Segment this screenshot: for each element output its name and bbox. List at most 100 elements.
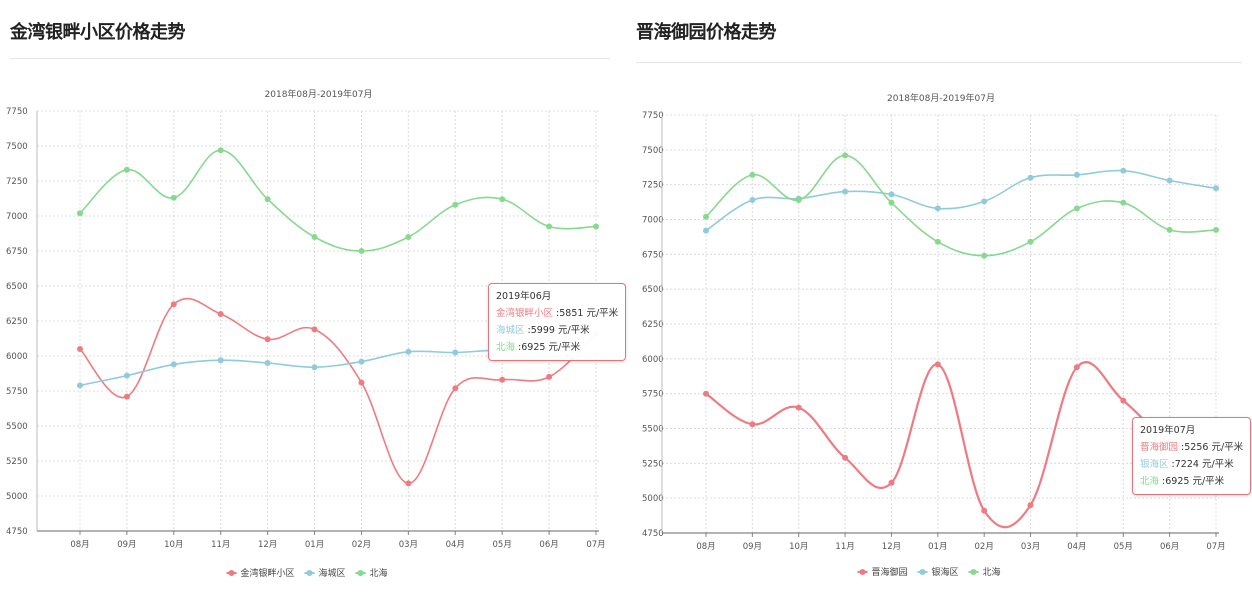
legend-marker	[306, 570, 313, 576]
x-tick-label: 05月	[1114, 542, 1133, 552]
tooltip-series-name: 银海区	[1140, 459, 1169, 470]
y-tick-label: 6250	[642, 320, 664, 330]
chart-tooltip: 2019年07月 晋海御园 :5256 元/平米 银海区 :7224 元/平米 …	[1132, 417, 1252, 495]
legend-item[interactable]: 金湾银畔小区	[226, 567, 295, 579]
data-point	[888, 199, 895, 206]
data-point	[1213, 185, 1219, 192]
panel-title: 晋海御园价格走势	[636, 22, 777, 43]
tooltip-value: 6925	[521, 342, 546, 353]
x-tick-label: 11月	[835, 542, 854, 552]
y-tick-label: 6250	[6, 317, 28, 327]
data-point	[703, 213, 709, 220]
chart-subtitle: 2018年08月-2019年07月	[887, 92, 995, 104]
data-point	[1166, 226, 1173, 233]
x-tick-label: 05月	[493, 540, 512, 550]
y-tick-label: 7000	[6, 212, 28, 222]
title-divider	[10, 58, 610, 59]
x-tick-label: 04月	[1067, 542, 1086, 552]
data-point	[842, 152, 849, 159]
x-tick-label: 10月	[789, 542, 808, 552]
y-tick-label: 7750	[642, 111, 664, 121]
y-tick-label: 5750	[642, 390, 664, 400]
data-point	[170, 194, 177, 201]
chart-subtitle: 2018年08月-2019年07月	[265, 88, 373, 100]
x-tick-label: 01月	[928, 542, 947, 552]
y-tick-label: 7500	[642, 146, 664, 156]
data-point	[452, 385, 459, 392]
data-point	[749, 171, 756, 178]
data-point	[217, 147, 224, 154]
tooltip-unit: 元/平米	[548, 342, 581, 353]
data-point	[842, 454, 849, 461]
price-trend-panel-right: 晋海御园价格走势 2018年08月-2019年07月 4750 5000 5250 55…	[626, 0, 1252, 596]
legend-item[interactable]: 晋海御园	[857, 566, 908, 578]
data-point	[405, 480, 412, 487]
data-point	[1120, 199, 1127, 206]
data-point	[1120, 167, 1127, 174]
x-tick-label: 12月	[882, 542, 901, 552]
data-point	[842, 188, 849, 195]
tooltip-series-name: 金湾银畔小区	[496, 308, 554, 319]
data-point	[795, 197, 802, 203]
data-point	[264, 360, 271, 366]
data-point	[888, 191, 895, 198]
data-point	[499, 196, 506, 203]
legend-marker	[228, 570, 235, 576]
x-tick-label: 07月	[1206, 542, 1225, 552]
legend-item[interactable]: 海城区	[304, 567, 346, 579]
tooltip-row: 晋海御园 :5256 元/平米	[1140, 442, 1244, 453]
y-tick-label: 4750	[6, 527, 28, 537]
x-tick-label: 06月	[539, 540, 558, 550]
data-point	[358, 358, 365, 365]
tooltip-series-name: 晋海御园	[1140, 442, 1179, 453]
x-tick-label: 02月	[975, 542, 994, 552]
tooltip-value: 5851	[559, 308, 584, 319]
data-point	[1027, 502, 1034, 509]
y-tick-label: 5000	[642, 494, 664, 504]
y-tick-label: 6750	[642, 250, 664, 260]
data-point	[452, 349, 459, 356]
y-tick-label: 5250	[642, 459, 664, 469]
data-point	[1027, 174, 1034, 181]
title-divider	[636, 62, 1242, 63]
x-tick-label: 06月	[1160, 542, 1179, 552]
tooltip-unit: 元/平米	[1211, 442, 1244, 453]
price-trend-panel-left: 金湾银畔小区价格走势 2018年08月-2019年07月 4750 5000 5250…	[0, 0, 627, 596]
tooltip-unit: 元/平米	[586, 308, 619, 319]
line-chart[interactable]: 2018年08月-2019年07月 4750 5000 5250 5500 5750 600…	[626, 0, 1252, 596]
legend-label: 银海区	[932, 566, 959, 578]
data-point	[934, 361, 941, 368]
legend-label: 晋海御园	[872, 566, 908, 578]
y-tick-label: 6500	[642, 285, 664, 295]
data-point	[703, 390, 709, 397]
data-point	[358, 248, 365, 254]
y-tick-label: 4750	[642, 529, 664, 539]
data-point	[934, 238, 941, 245]
data-point	[311, 326, 318, 333]
x-tick-label: 11月	[211, 540, 230, 550]
tooltip-title: 2019年06月	[496, 291, 552, 302]
legend-item[interactable]: 北海	[968, 566, 1001, 578]
data-point	[593, 223, 599, 230]
legend-item[interactable]: 北海	[355, 567, 388, 579]
legend-label: 北海	[983, 566, 1001, 578]
data-point	[1073, 171, 1080, 178]
x-tick-label: 01月	[305, 540, 324, 550]
data-point	[77, 382, 83, 389]
y-tick-label: 7250	[642, 181, 664, 191]
legend-item[interactable]: 银海区	[917, 566, 959, 578]
y-tick-label: 6500	[6, 282, 28, 292]
y-tick-label: 7000	[642, 216, 664, 226]
tooltip-row: 金湾银畔小区 :5851 元/平米	[496, 308, 619, 319]
chart-tooltip: 2019年06月 金湾银畔小区 :5851 元/平米 海城区 :5999 元/平…	[488, 283, 627, 361]
data-point	[1166, 177, 1173, 184]
tooltip-value: 5999	[530, 325, 555, 336]
tooltip-series-name: 北海	[1140, 476, 1160, 487]
data-point	[405, 348, 412, 355]
data-point	[499, 376, 506, 383]
data-point	[981, 198, 988, 205]
x-tick-label: 08月	[696, 542, 715, 552]
data-point	[170, 361, 177, 368]
tooltip-unit: 元/平米	[557, 325, 590, 336]
tooltip-unit: 元/平米	[1201, 459, 1234, 470]
